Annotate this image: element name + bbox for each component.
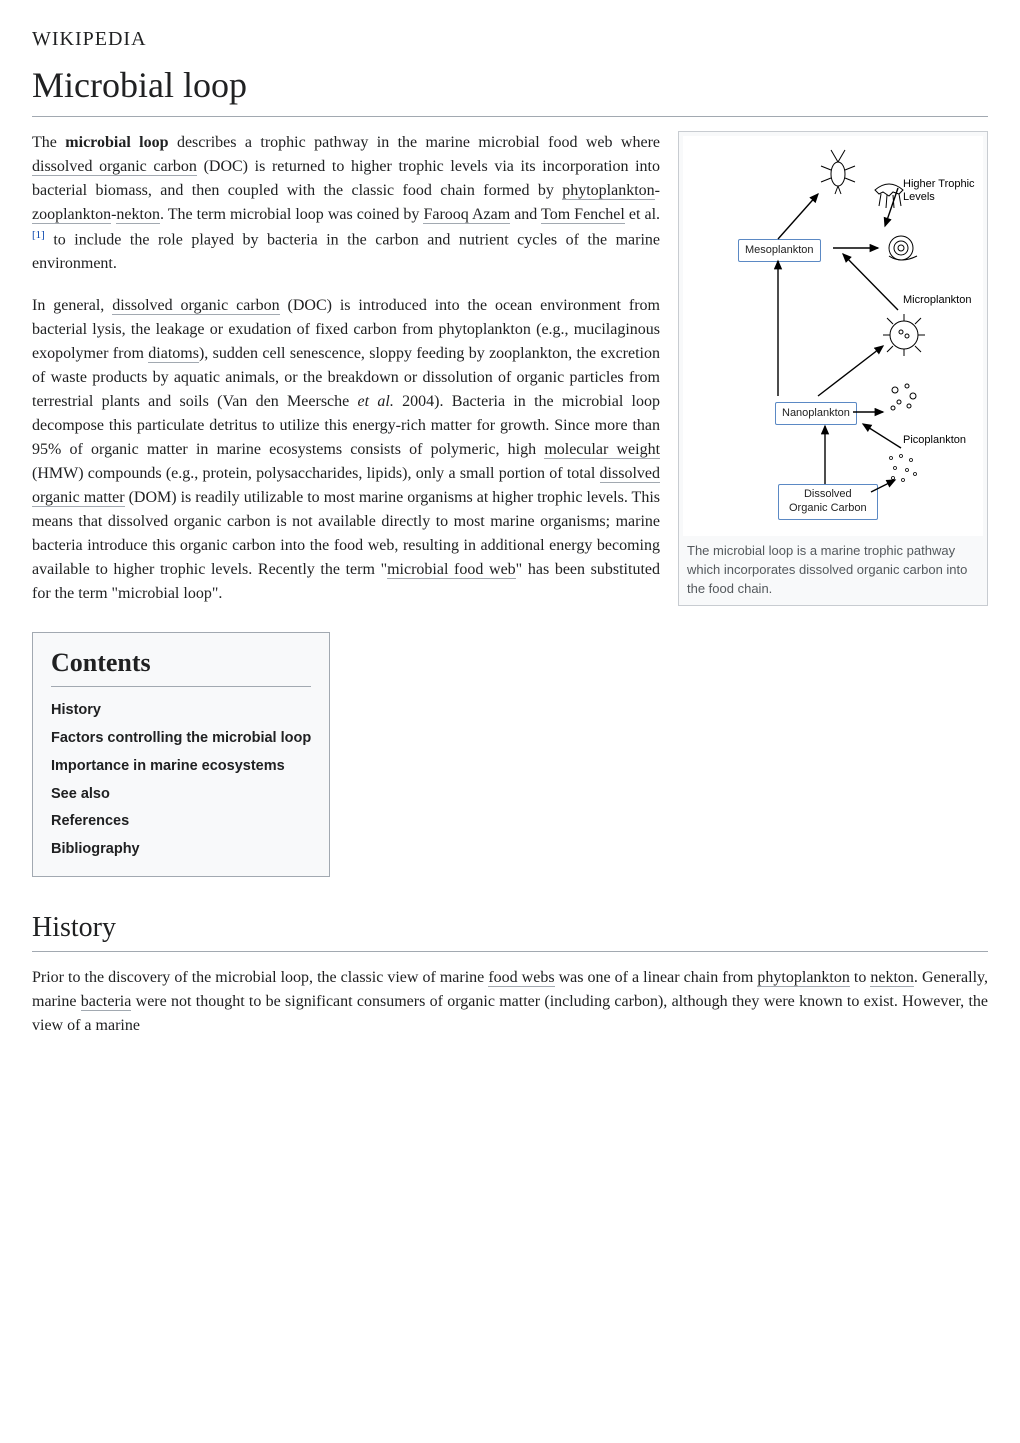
toc-item-history[interactable]: History — [51, 697, 311, 725]
page-title: Microbial loop — [32, 58, 988, 117]
toc-item-importance[interactable]: Importance in marine ecosystems — [51, 753, 311, 781]
wiki-link[interactable]: bacteria — [81, 993, 132, 1011]
intro-para-2: In general, dissolved organic carbon (DO… — [32, 294, 660, 606]
wiki-link[interactable]: zooplankton — [32, 206, 111, 224]
wiki-link[interactable]: Farooq Azam — [423, 206, 510, 224]
table-of-contents: Contents History Factors controlling the… — [32, 632, 330, 877]
wiki-link[interactable]: phytoplankton — [757, 969, 849, 987]
critter-nano — [881, 376, 927, 422]
figure-caption: The microbial loop is a marine trophic p… — [683, 536, 983, 601]
article-body: Mesoplankton Microplankton — [32, 131, 988, 1038]
label-microplankton: Microplankton — [903, 294, 971, 307]
wiki-link[interactable]: Tom Fenchel — [541, 206, 625, 224]
label-higher-trophic: Higher Trophic Levels — [903, 178, 975, 204]
critter-snail — [881, 226, 925, 270]
critter-pico — [883, 448, 925, 490]
intro-para-1: The microbial loop describes a trophic p… — [32, 131, 660, 276]
box-mesoplankton: Mesoplankton — [738, 239, 821, 262]
citation-ref[interactable]: [1] — [32, 229, 45, 241]
lead-figure: Mesoplankton Microplankton — [678, 131, 988, 606]
toc-item-bibliography[interactable]: Bibliography — [51, 836, 311, 864]
wiki-link[interactable]: microbial food web — [387, 561, 516, 579]
wiki-link[interactable]: dissolved organic carbon — [112, 297, 279, 315]
diagram-image: Mesoplankton Microplankton — [683, 136, 983, 536]
toc-item-see-also[interactable]: See also — [51, 781, 311, 809]
wiki-link[interactable]: phytoplankton — [562, 182, 654, 200]
critter-micro — [879, 310, 929, 360]
wiki-link[interactable]: diatoms — [148, 345, 199, 363]
wiki-link[interactable]: nekton — [116, 206, 160, 224]
wiki-link[interactable]: food webs — [488, 969, 554, 987]
toc-heading: Contents — [51, 643, 311, 687]
toc-item-factors[interactable]: Factors controlling the microbial loop — [51, 725, 311, 753]
site-logo: WIKIPEDIA — [32, 24, 988, 54]
wiki-link[interactable]: nekton — [870, 969, 914, 987]
critter-copepod — [813, 146, 863, 196]
label-picoplankton: Picoplankton — [903, 434, 966, 447]
box-dissolved: Dissolved Organic Carbon — [778, 484, 878, 520]
box-nanoplankton: Nanoplankton — [775, 402, 857, 425]
history-para-1: Prior to the discovery of the microbial … — [32, 966, 988, 1038]
toc-item-references[interactable]: References — [51, 808, 311, 836]
wiki-link[interactable]: molecular weight — [544, 441, 660, 459]
section-heading-history: History — [32, 907, 988, 952]
wiki-link[interactable]: dissolved organic carbon — [32, 158, 197, 176]
wiki-link[interactable]: dissolved organic matter — [32, 465, 660, 507]
